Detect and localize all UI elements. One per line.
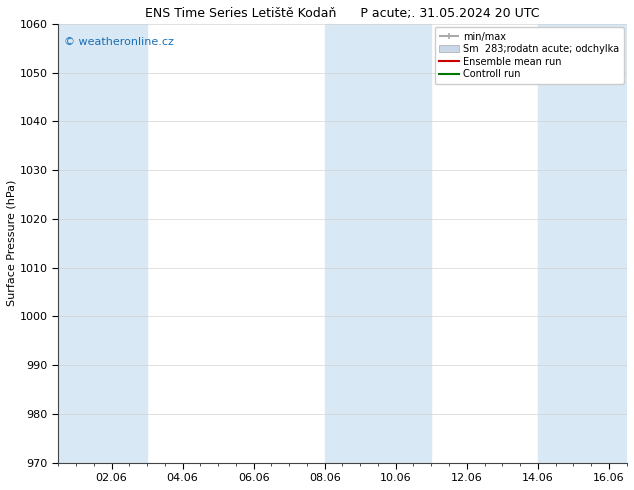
Text: © weatheronline.cz: © weatheronline.cz — [64, 37, 174, 47]
Legend: min/max, Sm  283;rodatn acute; odchylka, Ensemble mean run, Controll run: min/max, Sm 283;rodatn acute; odchylka, … — [434, 27, 624, 84]
Bar — [58, 24, 147, 463]
Bar — [325, 24, 431, 463]
Bar — [538, 24, 626, 463]
Y-axis label: Surface Pressure (hPa): Surface Pressure (hPa) — [7, 180, 17, 306]
Title: ENS Time Series Letiště Kodaň      P acute;. 31.05.2024 20 UTC: ENS Time Series Letiště Kodaň P acute;. … — [145, 7, 540, 20]
